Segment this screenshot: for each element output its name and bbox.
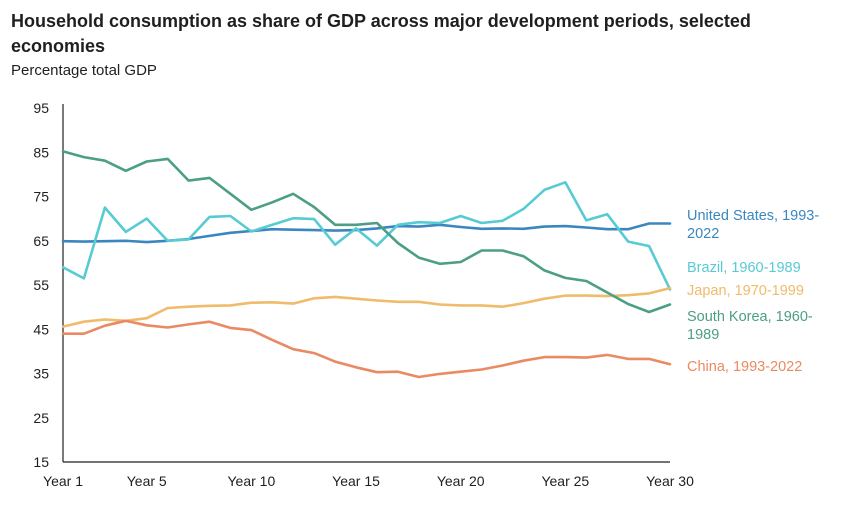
y-tick-label: 75 [33, 189, 49, 205]
y-tick-label: 65 [33, 233, 49, 249]
series-line-united-states [61, 222, 672, 244]
series-lines [61, 150, 672, 379]
chart-axes [62, 104, 670, 463]
y-tick-label: 95 [33, 100, 49, 116]
series-line-south-korea [61, 150, 672, 314]
series-label-united-states: United States, 1993-2022 [687, 208, 819, 242]
y-axis-ticks: 15 25 35 45 55 65 75 85 95 [33, 100, 49, 470]
x-tick-label: Year 1 [43, 473, 83, 489]
y-tick-label: 15 [33, 454, 49, 470]
y-tick-label: 25 [33, 410, 49, 426]
x-tick-label: Year 10 [228, 473, 276, 489]
series-label-japan: Japan, 1970-1999 [687, 283, 804, 299]
x-tick-label: Year 30 [646, 473, 694, 489]
x-tick-label: Year 20 [437, 473, 485, 489]
y-tick-label: 35 [33, 366, 49, 382]
x-axis-ticks: Year 1 Year 5 Year 10 Year 15 Year 20 Year 25… [43, 473, 694, 489]
x-tick-label: Year 25 [541, 473, 589, 489]
series-line-china [61, 319, 672, 379]
x-tick-label: Year 5 [127, 473, 167, 489]
series-labels: United States, 1993-2022 Brazil, 1960-198… [687, 208, 819, 375]
x-tick-label: Year 15 [332, 473, 380, 489]
y-tick-label: 45 [33, 321, 49, 337]
series-line-japan [61, 286, 672, 328]
series-label-china: China, 1993-2022 [687, 359, 802, 375]
y-tick-label: 85 [33, 144, 49, 160]
series-label-brazil: Brazil, 1960-1989 [687, 260, 801, 276]
series-label-south-korea: South Korea, 1960-1989 [687, 309, 813, 343]
series-line-brazil [61, 181, 672, 291]
chart-title: Household consumption as share of GDP ac… [11, 11, 751, 56]
chart-subtitle: Percentage total GDP [11, 62, 157, 79]
y-tick-label: 55 [33, 277, 49, 293]
